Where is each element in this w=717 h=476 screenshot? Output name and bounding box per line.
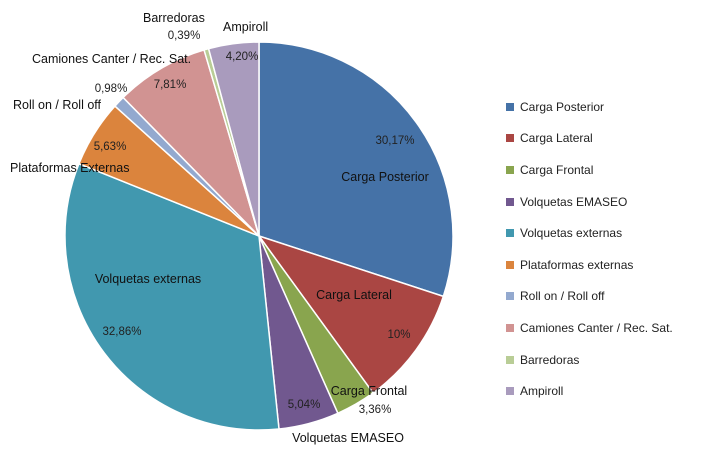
legend-swatch: [506, 197, 514, 206]
pie-slice: [64, 162, 280, 431]
legend-swatch: [506, 387, 514, 396]
slice-category-label: Carga Posterior: [341, 170, 429, 184]
pie-slice: [258, 41, 454, 298]
legend-item: Plataformas externas: [506, 249, 711, 281]
slice-value-label: 10%: [387, 329, 410, 341]
legend-label: Camiones Canter / Rec. Sat.: [520, 320, 673, 335]
legend-label: Roll on / Roll off: [520, 289, 605, 304]
slice-category-label: Barredoras: [143, 11, 205, 25]
slice-value-label: 0,98%: [95, 83, 128, 95]
slice-category-label: Camiones Canter / Rec. Sat.: [32, 52, 191, 66]
legend-item: Ampiroll: [506, 375, 711, 407]
pie-slice: [207, 41, 260, 237]
legend-item: Volquetas externas: [506, 217, 711, 249]
slice-category-label: Volquetas EMASEO: [292, 431, 404, 445]
legend-swatch: [506, 355, 514, 364]
slice-category-label: Carga Lateral: [316, 288, 392, 302]
slice-value-label: 32,86%: [102, 326, 141, 338]
legend-label: Carga Frontal: [520, 162, 594, 177]
slice-category-label: Plataformas Externas: [10, 161, 130, 175]
slice-value-label: 4,20%: [226, 51, 259, 63]
legend-label: Volquetas EMASEO: [520, 194, 628, 209]
slice-category-label: Volquetas externas: [95, 272, 201, 286]
legend-item: Roll on / Roll off: [506, 281, 711, 313]
legend-label: Ampiroll: [520, 384, 564, 399]
slice-value-label: 3,36%: [359, 404, 392, 416]
legend-swatch: [506, 260, 514, 269]
legend-swatch: [506, 229, 514, 238]
chart-legend: Carga Posterior Carga Lateral Carga Fron…: [506, 91, 711, 407]
legend-label: Carga Lateral: [520, 131, 593, 146]
slice-category-label: Carga Frontal: [331, 384, 407, 398]
pie-slice: [257, 234, 445, 394]
legend-label: Volquetas externas: [520, 226, 623, 241]
slice-value-label: 30,17%: [375, 135, 414, 147]
legend-item: Carga Posterior: [506, 91, 711, 123]
legend-item: Volquetas EMASEO: [506, 186, 711, 218]
legend-swatch: [506, 102, 514, 111]
slice-category-label: Ampiroll: [223, 20, 268, 34]
slice-value-label: 0,39%: [168, 30, 201, 42]
legend-label: Carga Posterior: [520, 99, 605, 114]
legend-item: Barredoras: [506, 344, 711, 376]
legend-swatch: [506, 165, 514, 174]
legend-item: Camiones Canter / Rec. Sat.: [506, 312, 711, 344]
legend-swatch: [506, 134, 514, 143]
slice-value-label: 7,81%: [154, 79, 187, 91]
legend-item: Carga Lateral: [506, 123, 711, 155]
slice-value-label: 5,63%: [94, 141, 127, 153]
pie-slice: [122, 49, 260, 237]
legend-swatch: [506, 323, 514, 332]
legend-label: Barredoras: [520, 352, 580, 367]
slice-value-label: 5,04%: [288, 399, 321, 411]
legend-label: Plataformas externas: [520, 257, 634, 272]
legend-swatch: [506, 292, 514, 301]
slice-category-label: Roll on / Roll off: [13, 98, 102, 112]
legend-item: Carga Frontal: [506, 154, 711, 186]
